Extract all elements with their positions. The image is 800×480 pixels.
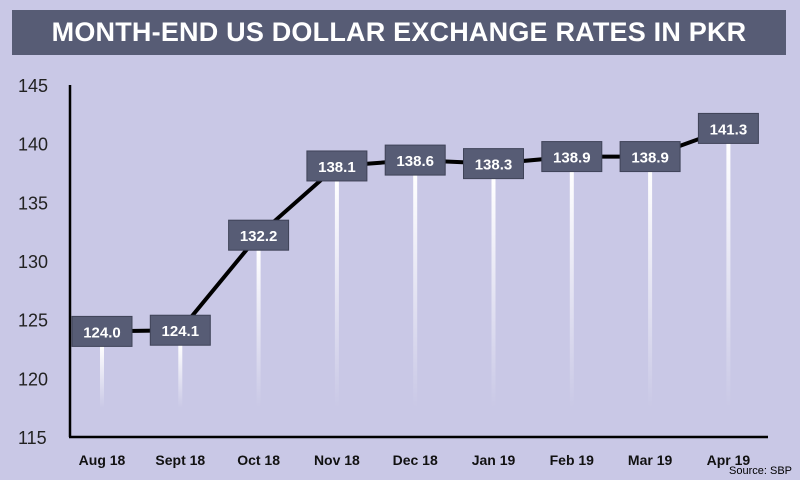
y-tick-label: 120 (18, 369, 48, 389)
x-tick-label: Mar 19 (628, 452, 673, 468)
y-tick-label: 140 (18, 135, 48, 155)
data-label-box (697, 112, 759, 144)
data-label-box (463, 148, 524, 180)
chart-title: MONTH-END US DOLLAR EXCHANGE RATES IN PK… (51, 17, 747, 47)
x-tick-labels: Aug 18 Sept 18 Oct 18 Nov 18 Dec 18 Jan 19 Feb… (79, 452, 751, 468)
x-tick-label: Apr 19 (707, 452, 751, 468)
data-label: 138.9 (553, 150, 591, 167)
y-tick-label: 115 (18, 428, 47, 448)
data-label: 138.1 (318, 159, 356, 176)
drop-line (413, 175, 418, 408)
y-tick-labels: 115 120 125 130 135 140 145 (18, 76, 48, 448)
drop-line (100, 346, 104, 408)
data-label: 124.1 (162, 323, 200, 340)
drop-line (569, 171, 574, 408)
data-label: 124.0 (83, 324, 121, 341)
y-tick-label: 135 (18, 193, 48, 213)
x-tick-label: Feb 19 (550, 452, 595, 468)
y-tick-label: 125 (18, 311, 48, 331)
y-tick-label: 145 (18, 76, 48, 96)
source-note: Source: SBP (729, 465, 792, 477)
drop-line (491, 178, 496, 408)
data-label: 138.6 (396, 153, 434, 170)
drop-line (648, 171, 653, 408)
drop-line (726, 143, 731, 408)
data-label: 138.9 (631, 150, 669, 167)
drop-line (334, 180, 339, 408)
drop-lines (100, 143, 731, 408)
chart-axes (68, 85, 768, 439)
data-label-box (228, 219, 290, 251)
data-label-box (541, 141, 603, 173)
data-label: 132.2 (240, 228, 278, 245)
x-tick-label: Aug 18 (79, 452, 126, 468)
title-banner: MONTH-END US DOLLAR EXCHANGE RATES IN PK… (12, 10, 786, 55)
data-labels: 124.0 124.1 132.2 138.1 138.6 138.3 138.9 138.9… (71, 112, 759, 347)
data-label: 141.3 (710, 121, 748, 138)
data-label-box (71, 315, 133, 347)
data-label-box (306, 150, 368, 182)
drop-line (178, 345, 183, 408)
data-label-box (619, 141, 681, 173)
x-tick-label: Sept 18 (155, 452, 205, 468)
y-tick-label: 130 (18, 252, 48, 272)
data-label: 138.3 (475, 157, 513, 174)
data-label-box (149, 314, 211, 346)
x-tick-label: Nov 18 (314, 452, 360, 468)
x-tick-label: Jan 19 (472, 452, 516, 468)
x-tick-label: Dec 18 (393, 452, 438, 468)
drop-line (256, 250, 261, 408)
x-tick-label: Oct 18 (237, 452, 280, 468)
data-label-box (384, 144, 446, 176)
